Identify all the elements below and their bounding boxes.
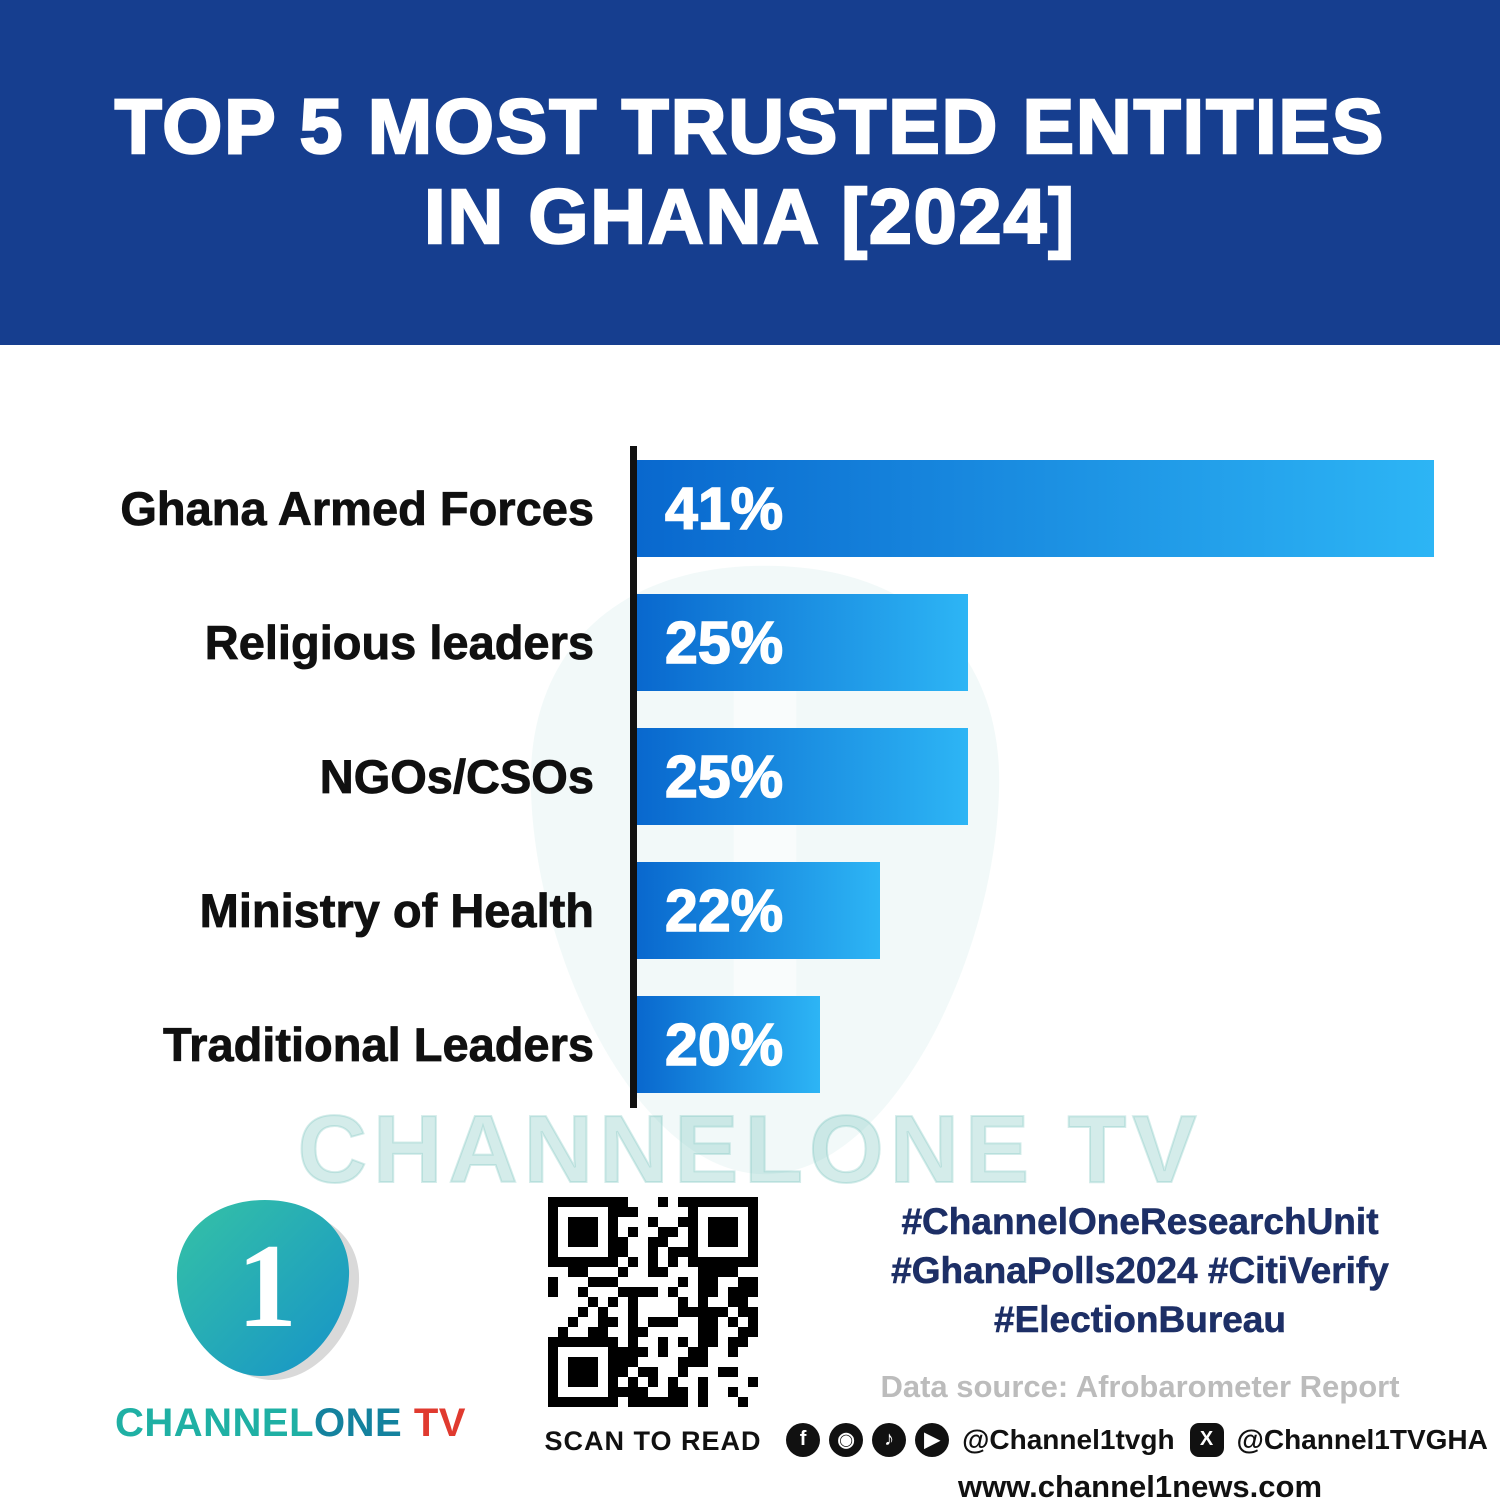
social-handle-1: @Channel1tvgh <box>962 1423 1175 1455</box>
logo-word-tv: TV <box>402 1401 466 1445</box>
title-line-2: IN GHANA [2024] <box>423 172 1076 261</box>
bar-category-label: NGOs/CSOs <box>319 750 594 804</box>
chart-row: Ministry of Health 22% <box>0 862 1500 959</box>
bar-category-label: Traditional Leaders <box>163 1018 595 1072</box>
social-handle-2: @Channel1TVGHA <box>1236 1423 1488 1455</box>
bar-value-label: 25% <box>664 743 784 811</box>
youtube-icon: ▶ <box>915 1422 950 1457</box>
bar: 25% <box>637 728 968 825</box>
logo-word-one: ONE <box>314 1401 403 1445</box>
chart-rows: Ghana Armed Forces 41% Religious leaders 25… <box>0 460 1500 1093</box>
website-url: www.channel1news.com <box>957 1468 1323 1504</box>
bar-value-label: 20% <box>664 1011 784 1079</box>
hashtag-line-1: #ChannelOneResearchUnit <box>901 1201 1379 1243</box>
social-row: f ◉ ♪ ▶ @Channel1tvgh X @Channel1TVGHA <box>786 1422 1488 1457</box>
chart-row: Religious leaders 25% <box>0 594 1500 691</box>
hashtags: #ChannelOneResearchUnit #GhanaPolls2024 … <box>850 1197 1430 1345</box>
chart-row: NGOs/CSOs 25% <box>0 728 1500 825</box>
facebook-icon: f <box>786 1422 821 1457</box>
bar: 22% <box>637 862 880 959</box>
logo-word-channel: CHANNEL <box>115 1401 315 1445</box>
footer: 1 CHANNELONE TV SCAN TO READ #ChannelOne… <box>0 1185 1500 1504</box>
chart-row: Ghana Armed Forces 41% <box>0 460 1500 557</box>
header-banner: TOP 5 MOST TRUSTED ENTITIES IN GHANA [20… <box>0 0 1500 345</box>
logo-numeral: 1 <box>237 1219 297 1352</box>
hashtag-line-2: #GhanaPolls2024 #CitiVerify <box>891 1250 1389 1292</box>
bar-value-label: 41% <box>664 475 784 543</box>
hashtag-line-3: #ElectionBureau <box>994 1299 1287 1341</box>
watermark-text: CHANNELONE TV <box>297 1095 1203 1204</box>
channel-one-logo-block: 1 CHANNELONE TV <box>115 1190 465 1446</box>
tiktok-icon: ♪ <box>872 1422 907 1457</box>
qr-block: SCAN TO READ <box>538 1197 768 1457</box>
bar-category-label: Ghana Armed Forces <box>120 482 594 536</box>
bar: 20% <box>637 996 820 1093</box>
bar: 41% <box>637 460 1434 557</box>
bar-chart: Ghana Armed Forces 41% Religious leaders 25… <box>0 446 1500 1130</box>
qr-caption: SCAN TO READ <box>544 1426 762 1456</box>
qr-code <box>548 1197 758 1412</box>
logo-wordmark: CHANNELONE TV <box>115 1401 465 1446</box>
title-line-1: TOP 5 MOST TRUSTED ENTITIES <box>113 83 1386 172</box>
channel-one-logo: 1 <box>176 1200 360 1380</box>
bar-category-label: Ministry of Health <box>199 884 594 938</box>
data-source-text: Data source: Afrobarometer Report <box>880 1368 1400 1404</box>
x-icon: X <box>1189 1422 1224 1457</box>
info-block: #ChannelOneResearchUnit #GhanaPolls2024 … <box>786 1197 1488 1505</box>
chart-row: Traditional Leaders 20% <box>0 996 1500 1093</box>
bar-value-label: 22% <box>664 877 784 945</box>
page-title: TOP 5 MOST TRUSTED ENTITIES IN GHANA [20… <box>113 83 1386 262</box>
bar-value-label: 25% <box>664 609 784 677</box>
bar: 25% <box>637 594 968 691</box>
chart-axis-line <box>630 446 637 1108</box>
bar-category-label: Religious leaders <box>204 616 594 670</box>
instagram-icon: ◉ <box>829 1422 864 1457</box>
